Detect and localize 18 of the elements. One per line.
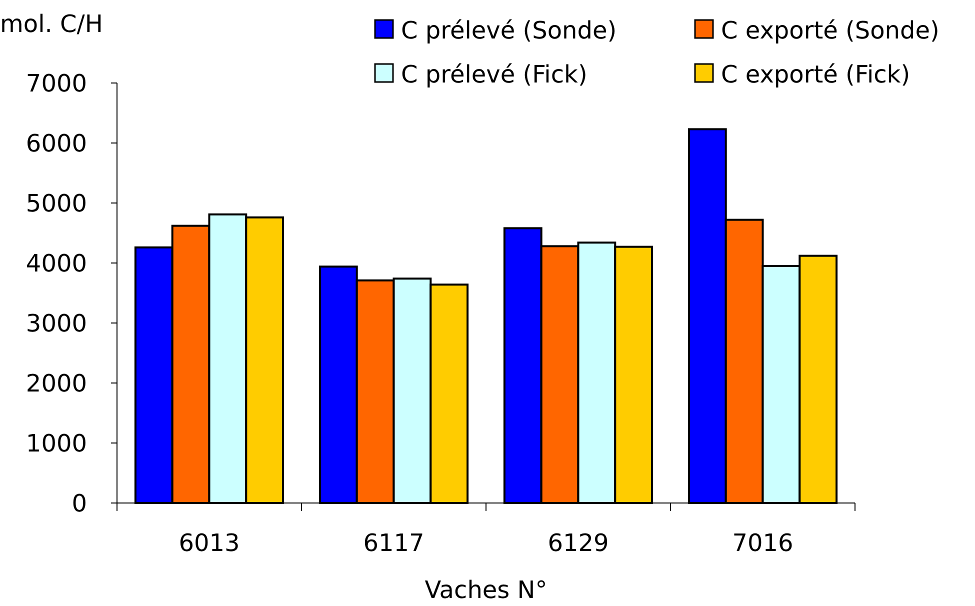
y-tick-label: 7000 <box>26 69 87 98</box>
x-tick-label: 6117 <box>363 529 424 557</box>
y-tick-label: 1000 <box>26 429 87 458</box>
y-tick-label: 6000 <box>26 129 87 158</box>
y-tick-label: 0 <box>72 489 87 518</box>
legend-label: C prélevé (Sonde) <box>401 16 617 44</box>
legend-label: C exporté (Fick) <box>721 60 910 88</box>
y-tick-label: 2000 <box>26 369 87 398</box>
y-tick-label: 5000 <box>26 189 87 218</box>
legend-label: C exporté (Sonde) <box>721 16 940 44</box>
x-tick-label: 6013 <box>178 529 240 557</box>
y-tick-label: 3000 <box>26 309 87 338</box>
y-tick-label: 4000 <box>26 249 87 278</box>
x-axis-title: Vaches N° <box>424 576 548 604</box>
x-tick-label: 6129 <box>548 529 609 557</box>
x-tick-label: 7016 <box>732 529 794 557</box>
legend-label: C prélevé (Fick) <box>401 60 588 88</box>
y-axis-title: mol. C/H <box>0 10 103 38</box>
